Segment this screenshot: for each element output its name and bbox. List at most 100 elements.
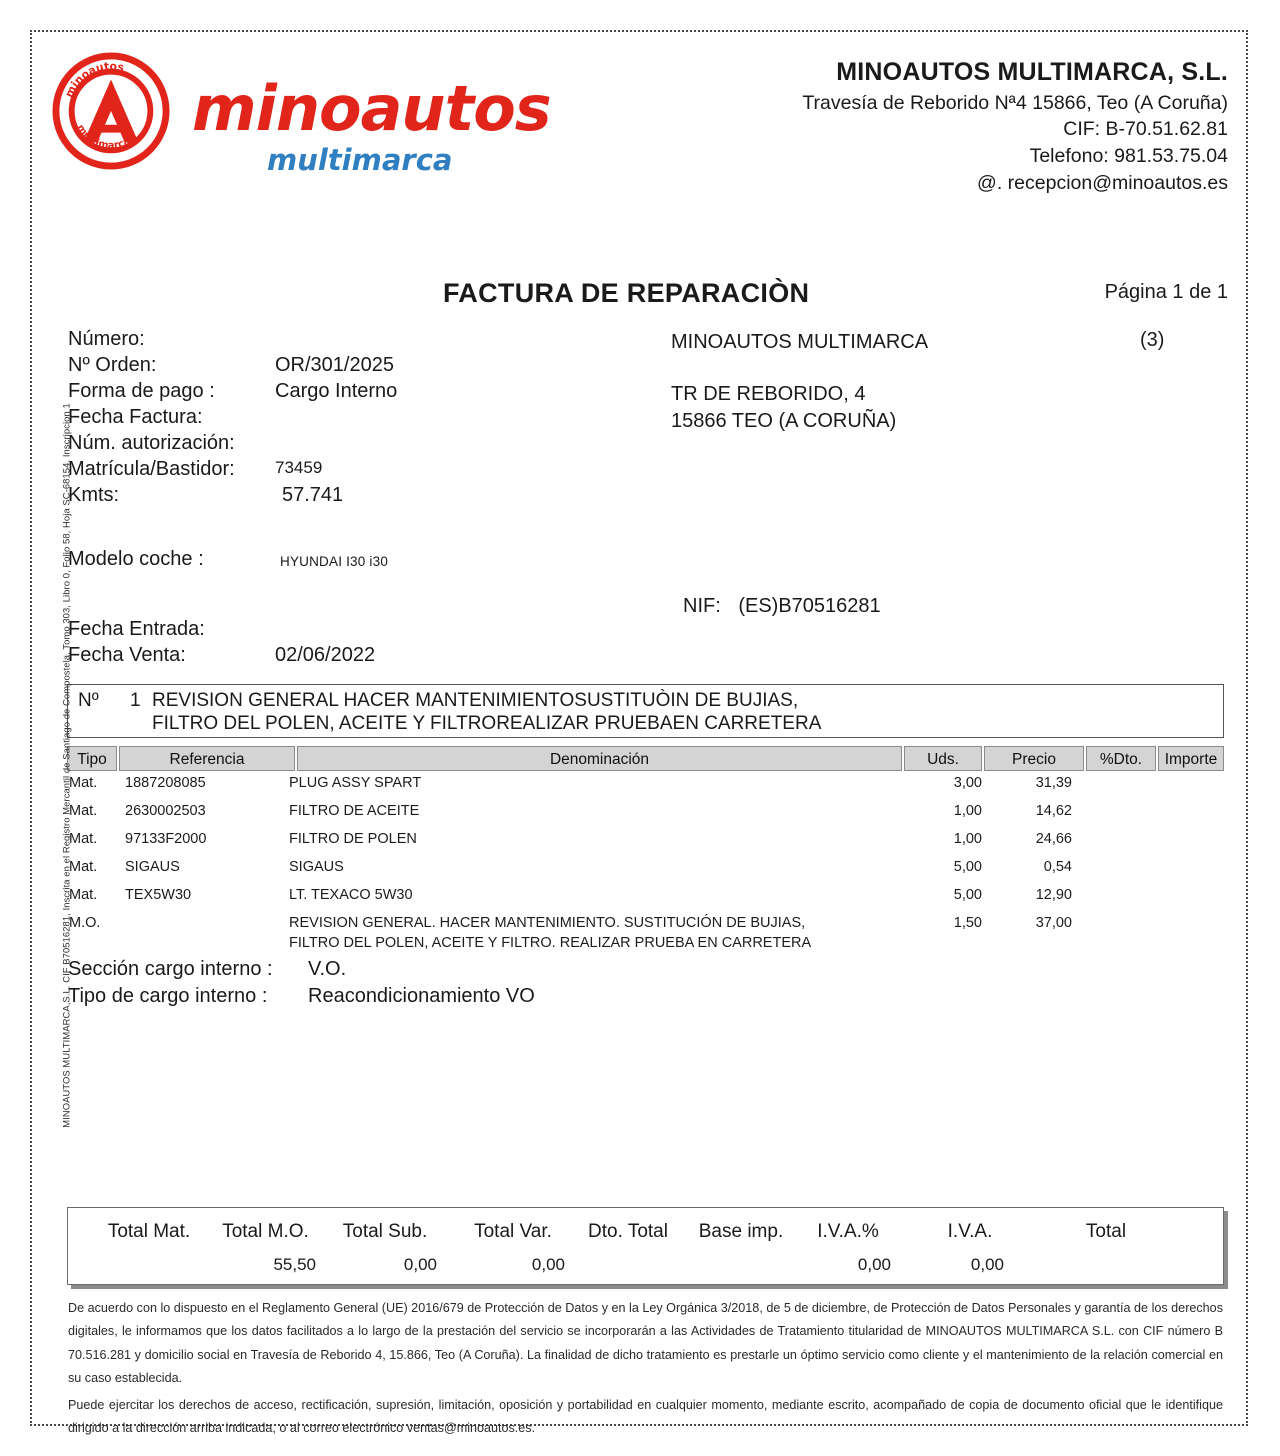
- total-value-total-sub: 0,00: [403, 1255, 437, 1274]
- table-row: Mat. 2630002503 FILTRO DE ACEITE 1,00 14…: [67, 803, 1224, 831]
- field-label: Núm. autorización:: [68, 432, 235, 454]
- cell-denominacion: FILTRO DE POLEN: [289, 831, 417, 847]
- cell-tipo: Mat.: [69, 859, 98, 875]
- total-value-total-mo: 55,50: [273, 1255, 316, 1274]
- table-row: Mat. 1887208085 PLUG ASSY SPART 3,00 31,…: [67, 775, 1224, 803]
- items-table-body: Mat. 1887208085 PLUG ASSY SPART 3,00 31,…: [67, 775, 1224, 959]
- cell-uds: 3,00: [953, 775, 982, 791]
- column-header-precio: Precio: [984, 746, 1084, 771]
- total-header-iva-pct: I.V.A.%: [817, 1221, 879, 1242]
- work-order-line1: REVISION GENERAL HACER MANTENIMIENTOSUST…: [152, 690, 799, 711]
- customer-ref: (3): [1140, 329, 1165, 351]
- work-order-number: 1: [130, 690, 141, 711]
- cell-referencia: 2630002503: [125, 803, 206, 819]
- customer-address-line1: TR DE REBORIDO, 4: [671, 383, 866, 405]
- cell-denominacion: SIGAUS: [289, 859, 344, 875]
- cell-denominacion: FILTRO DE ACEITE: [289, 803, 420, 819]
- cell-precio: 37,00: [1035, 915, 1072, 931]
- field-label: Fecha Factura:: [68, 406, 203, 428]
- cell-referencia: TEX5W30: [125, 887, 192, 903]
- cell-uds: 1,00: [953, 831, 982, 847]
- table-row: Mat. 97133F2000 FILTRO DE POLEN 1,00 24,…: [67, 831, 1224, 859]
- cell-precio: 0,54: [1043, 859, 1072, 875]
- cell-uds: 5,00: [953, 859, 982, 875]
- items-table: Tipo Referencia Denominación Uds. Precio…: [67, 746, 1224, 959]
- field-fecha-entrada: Fecha Entrada:: [68, 618, 628, 644]
- logo-wordmark: minoautos: [192, 72, 552, 145]
- cell-tipo: M.O.: [69, 915, 101, 931]
- work-order-no-label: Nº: [78, 690, 99, 711]
- field-forma-pago: Forma de pago : Cargo Interno: [68, 380, 628, 406]
- column-header-referencia: Referencia: [119, 746, 295, 771]
- total-header-base-imp: Base imp.: [698, 1221, 784, 1242]
- customer-name: MINOAUTOS MULTIMARCA: [671, 331, 929, 353]
- total-header-total: Total: [1085, 1221, 1127, 1242]
- field-value: OR/301/2025: [275, 354, 394, 376]
- cell-denominacion: REVISION GENERAL. HACER MANTENIMIENTO. S…: [289, 915, 806, 931]
- total-header-total-sub: Total Sub.: [342, 1221, 428, 1242]
- total-value-iva: 0,00: [970, 1255, 1004, 1274]
- work-order-line2: FILTRO DEL POLEN, ACEITE Y FILTROREALIZA…: [152, 713, 822, 734]
- total-header-total-mat: Total Mat.: [107, 1221, 191, 1242]
- company-cif: CIF: B-70.51.62.81: [1063, 118, 1228, 141]
- field-kmts: Kmts: 57.741: [68, 484, 628, 510]
- column-header-uds: Uds.: [904, 746, 982, 771]
- logo-subtitle: multimarca: [267, 143, 453, 177]
- cell-uds: 1,00: [953, 803, 982, 819]
- cell-precio: 12,90: [1035, 887, 1072, 903]
- column-header-importe: Importe: [1158, 746, 1224, 771]
- cell-tipo: Mat.: [69, 803, 98, 819]
- invoice-fields: Número: Nº Orden: OR/301/2025 Forma de p…: [68, 328, 628, 670]
- company-address: Travesía de Reborido Nª4 15866, Teo (A C…: [802, 91, 1228, 114]
- field-value: 73459: [275, 458, 323, 477]
- table-row: Mat. TEX5W30 LT. TEXACO 5W30 5,00 12,90: [67, 887, 1224, 915]
- field-label: Kmts:: [68, 484, 120, 506]
- total-header-total-var: Total Var.: [474, 1221, 552, 1242]
- column-header-tipo: Tipo: [67, 746, 117, 771]
- field-label: Fecha Venta:: [68, 644, 186, 666]
- tipo-cargo-interno-label: Tipo de cargo interno :: [68, 985, 268, 1007]
- field-value: 02/06/2022: [275, 644, 376, 666]
- totals-box: Total Mat. Total M.O. Total Sub. Total V…: [67, 1207, 1224, 1285]
- company-logo: minoautos multimarca minoautos multimarc…: [52, 48, 582, 178]
- field-num-autorizacion: Núm. autorización:: [68, 432, 628, 458]
- page-counter: Página 1 de 1: [1104, 281, 1228, 303]
- column-header-denominacion: Denominación: [297, 746, 902, 771]
- cell-precio: 14,62: [1035, 803, 1072, 819]
- total-header-iva: I.V.A.: [947, 1221, 993, 1242]
- company-email: @. recepcion@minoautos.es: [977, 172, 1228, 195]
- field-fecha-venta: Fecha Venta: 02/06/2022: [68, 644, 628, 670]
- nif-value: (ES)B70516281: [738, 595, 881, 617]
- seccion-cargo-interno-label: Sección cargo interno :: [68, 958, 273, 980]
- field-numero: Número:: [68, 328, 628, 354]
- field-label: Forma de pago :: [68, 380, 215, 402]
- cell-denominacion: LT. TEXACO 5W30: [289, 887, 413, 903]
- customer-address-line2: 15866 TEO (A CORUÑA): [671, 410, 897, 432]
- table-row: Mat. SIGAUS SIGAUS 5,00 0,54: [67, 859, 1224, 887]
- items-table-header: Tipo Referencia Denominación Uds. Precio…: [67, 746, 1224, 771]
- customer-nif: NIF: (ES)B70516281: [683, 595, 881, 618]
- cell-tipo: Mat.: [69, 775, 98, 791]
- column-header-dto: %Dto.: [1086, 746, 1156, 771]
- cell-referencia: SIGAUS: [125, 859, 180, 875]
- field-label: Modelo coche :: [68, 548, 204, 570]
- company-info: MINOAUTOS MULTIMARCA, S.L. Travesía de R…: [802, 55, 1228, 197]
- company-phone: Telefono: 981.53.75.04: [1029, 145, 1228, 168]
- field-label: Fecha Entrada:: [68, 618, 205, 640]
- nif-label: NIF:: [683, 595, 721, 617]
- cell-denominacion-2: FILTRO DEL POLEN, ACEITE Y FILTRO. REALI…: [289, 935, 812, 951]
- total-value-total-var: 0,00: [531, 1255, 565, 1274]
- cell-referencia: 97133F2000: [125, 831, 207, 847]
- registry-side-text: MINOAUTOS MULTIMARCA,S.L. CIF B70516281,…: [60, 403, 72, 1128]
- table-row: M.O. REVISION GENERAL. HACER MANTENIMIEN…: [67, 915, 1224, 959]
- field-value: Cargo Interno: [275, 380, 398, 402]
- cell-uds: 1,50: [953, 915, 982, 931]
- cell-denominacion: PLUG ASSY SPART: [289, 775, 422, 791]
- company-name: MINOAUTOS MULTIMARCA, S.L.: [836, 58, 1228, 86]
- legal-paragraph-1: De acuerdo con lo dispuesto en el Reglam…: [68, 1301, 1223, 1385]
- seccion-cargo-interno-value: V.O.: [308, 958, 347, 980]
- total-header-dto-total: Dto. Total: [588, 1221, 668, 1242]
- cell-uds: 5,00: [953, 887, 982, 903]
- minoautos-logo-icon: minoautos multimarca: [52, 52, 170, 170]
